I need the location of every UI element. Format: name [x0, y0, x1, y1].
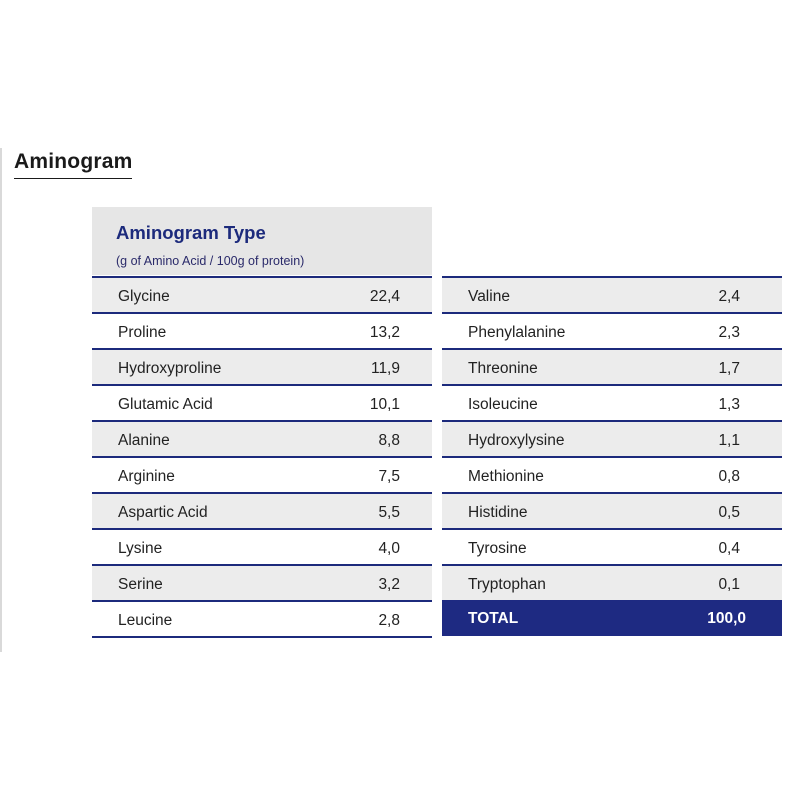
table-row: Tyrosine 0,4 [442, 528, 782, 564]
total-value: 100,0 [707, 610, 746, 627]
amino-acid-value: 5,5 [378, 504, 400, 521]
amino-acid-value: 22,4 [369, 288, 400, 305]
amino-acid-value: 3,2 [378, 576, 400, 593]
amino-acid-value: 1,3 [718, 396, 740, 413]
page-title: Aminogram [14, 150, 133, 179]
table-row: Proline 13,2 [92, 312, 432, 348]
left-column: Glycine 22,4 Proline 13,2 Hydroxyproline… [92, 276, 432, 638]
amino-acid-value: 10,1 [369, 396, 400, 413]
total-label: TOTAL [468, 610, 519, 627]
amino-acid-name: Arginine [118, 468, 175, 485]
amino-acid-name: Tryptophan [468, 576, 546, 593]
amino-acid-name: Hydroxyproline [118, 360, 222, 377]
table-row: Hydroxylysine 1,1 [442, 420, 782, 456]
amino-acid-value: 4,0 [378, 540, 400, 557]
table-header-title: Aminogram Type [116, 222, 266, 243]
amino-acid-name: Aspartic Acid [118, 504, 208, 521]
amino-acid-name: Methionine [468, 468, 544, 485]
table-row: Lysine 4,0 [92, 528, 432, 564]
amino-acid-name: Threonine [468, 360, 538, 377]
table-row: Methionine 0,8 [442, 456, 782, 492]
table-row: Arginine 7,5 [92, 456, 432, 492]
table-row: Isoleucine 1,3 [442, 384, 782, 420]
table-row: Tryptophan 0,1 [442, 564, 782, 600]
amino-acid-value: 0,5 [718, 504, 740, 521]
amino-acid-name: Phenylalanine [468, 324, 566, 341]
table-row: Glutamic Acid 10,1 [92, 384, 432, 420]
amino-acid-value: 13,2 [369, 324, 400, 341]
amino-acid-value: 11,9 [370, 360, 400, 377]
amino-acid-name: Leucine [118, 612, 173, 629]
amino-acid-value: 2,3 [718, 324, 740, 341]
table-row: Valine 2,4 [442, 276, 782, 312]
table-row: Hydroxyproline 11,9 [92, 348, 432, 384]
amino-acid-value: 0,4 [718, 540, 740, 557]
left-divider [0, 148, 2, 652]
table-row: Phenylalanine 2,3 [442, 312, 782, 348]
amino-acid-name: Serine [118, 576, 163, 593]
table-header: Aminogram Type (g of Amino Acid / 100g o… [92, 207, 432, 275]
table-row: Leucine 2,8 [92, 600, 432, 636]
amino-acid-value: 1,1 [718, 432, 740, 449]
table-row: Histidine 0,5 [442, 492, 782, 528]
amino-acid-value: 7,5 [378, 468, 400, 485]
table-row: Threonine 1,7 [442, 348, 782, 384]
table-row: Alanine 8,8 [92, 420, 432, 456]
amino-acid-name: Hydroxylysine [468, 432, 565, 449]
total-row: TOTAL 100,0 [442, 600, 782, 636]
amino-acid-value: 8,8 [378, 432, 400, 449]
table-header-subtitle: (g of Amino Acid / 100g of protein) [116, 254, 305, 268]
amino-acid-name: Glutamic Acid [118, 396, 213, 413]
amino-acid-name: Lysine [118, 540, 163, 557]
amino-acid-name: Histidine [468, 504, 528, 521]
table-row: Aspartic Acid 5,5 [92, 492, 432, 528]
right-column: Valine 2,4 Phenylalanine 2,3 Threonine 1… [442, 276, 782, 636]
amino-acid-value: 2,8 [378, 612, 400, 629]
amino-acid-name: Isoleucine [468, 396, 538, 413]
amino-acid-value: 0,1 [718, 576, 740, 593]
amino-acid-name: Glycine [118, 288, 170, 305]
table-bottom-rule [92, 636, 432, 638]
amino-acid-name: Proline [118, 324, 167, 341]
amino-acid-value: 0,8 [718, 468, 740, 485]
amino-acid-value: 1,7 [718, 360, 740, 377]
amino-acid-name: Valine [468, 288, 510, 305]
amino-acid-name: Tyrosine [468, 540, 527, 557]
amino-acid-name: Alanine [118, 432, 170, 449]
table-row: Glycine 22,4 [92, 276, 432, 312]
table-row: Serine 3,2 [92, 564, 432, 600]
amino-acid-value: 2,4 [718, 288, 740, 305]
